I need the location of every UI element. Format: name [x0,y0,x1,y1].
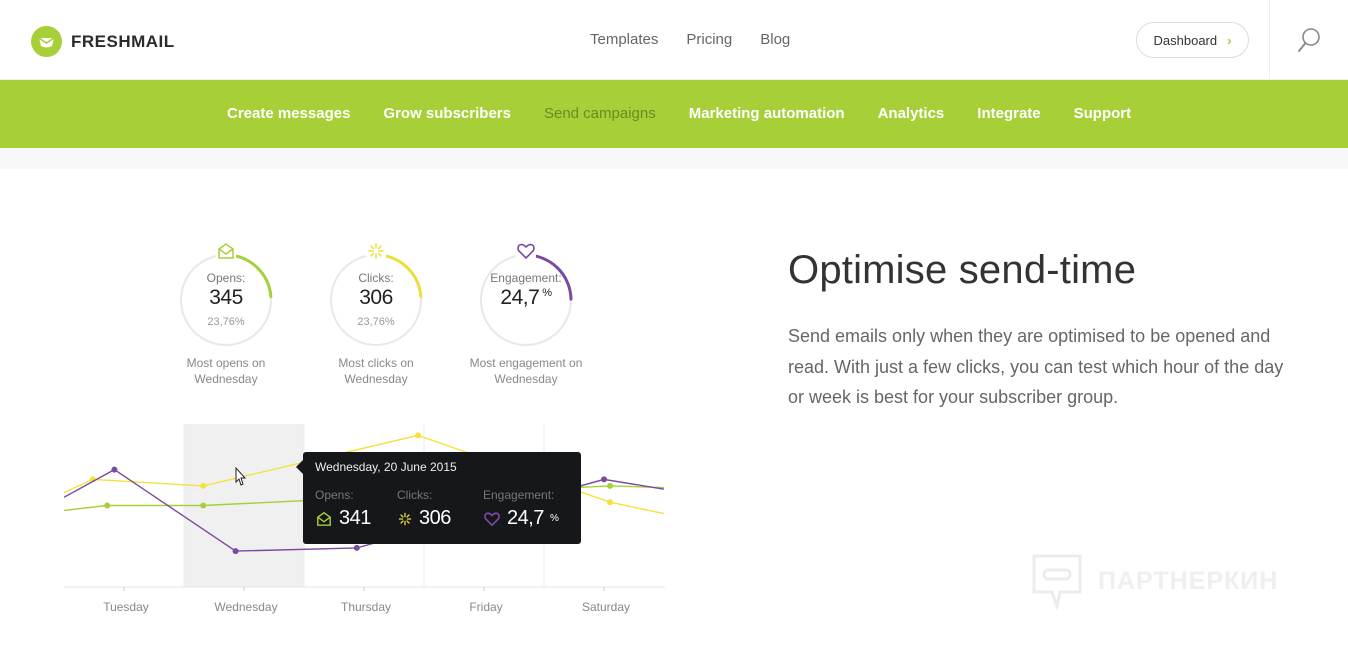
x-tick-label: Friday [469,600,502,614]
weekly-line-chart: Tuesday Wednesday Thursday Friday Saturday [64,424,665,614]
envelope-icon [317,511,331,526]
series-point [200,482,207,489]
nav-integrate[interactable]: Integrate [977,105,1041,122]
clicks-value: 306 [359,286,393,309]
opens-label: Opens: [206,271,246,285]
clicks-caption: Most clicks on Wednesday [306,355,446,387]
engagement-value: 24,7 [500,286,540,309]
metric-opens: Opens: 345 23,76% Most opens on Wednesda… [156,242,296,387]
watermark-text: ПАРТНЕРКИН [1098,566,1279,595]
nav-create-messages[interactable]: Create messages [227,105,351,122]
metric-engagement: Engagement: 24,7% Most engagement on Wed… [456,242,596,387]
series-point [353,544,360,551]
chat-bubble-icon [1032,554,1082,610]
tooltip-engagement-unit: % [549,513,559,524]
x-tick-label: Wednesday [214,600,277,614]
clicks-ring: Clicks: 306 23,76% [326,242,426,350]
watermark: ПАРТНЕРКИН [1030,552,1278,610]
clicks-pct: 23,76% [357,316,395,328]
engagement-caption-line1: Most engagement on [469,356,583,370]
top-header: FRESHMAIL Templates Pricing Blog Dashboa… [0,0,1348,80]
freshmail-logo-icon [31,26,62,57]
tooltip-opens-label: Opens: [315,488,354,502]
cursor-hand-icon [235,466,247,486]
nav-blog[interactable]: Blog [760,31,791,48]
series-point [200,502,207,509]
engagement-label: Engagement: [490,271,562,285]
sparkle-icon [398,512,412,525]
sub-nav-strip [0,148,1348,169]
main-nav: Create messages Grow subscribers Send ca… [227,105,1131,122]
opens-caption-line1: Most opens on [186,356,266,370]
heart-icon [484,511,500,526]
engagement-caption: Most engagement on Wednesday [456,355,596,387]
series-point [415,432,421,439]
engagement-unit: % [542,287,552,299]
clicks-label: Clicks: [358,271,394,285]
nav-pricing[interactable]: Pricing [686,31,733,48]
main-nav-bar: Create messages Grow subscribers Send ca… [0,80,1348,148]
clicks-caption-line1: Most clicks on [338,356,414,370]
logo[interactable]: FRESHMAIL [31,26,175,57]
opens-value: 345 [209,286,243,309]
tooltip-title: Wednesday, 20 June 2015 [315,460,457,474]
heart-icon [516,242,536,260]
chevron-right-icon: › [1227,32,1232,48]
x-tick-label: Saturday [582,600,630,614]
nav-analytics[interactable]: Analytics [877,105,945,122]
nav-templates[interactable]: Templates [590,31,659,48]
feature-body: Send emails only when they are optimised… [788,326,1284,407]
series-point [232,548,239,555]
envelope-icon [216,242,236,260]
metric-clicks: Clicks: 306 23,76% Most clicks on Wednes… [306,242,446,387]
clicks-caption-line2: Wednesday [344,372,408,386]
series-point [607,499,613,506]
series-line-2 [64,468,665,552]
tooltip-engagement-label: Engagement: [483,488,555,502]
nav-marketing-automation[interactable]: Marketing automation [688,105,845,122]
x-tick-label: Tuesday [103,600,149,614]
series-point [607,482,613,489]
x-tick-label: Thursday [341,600,391,614]
dashboard-label: Dashboard [1153,32,1218,48]
chart-tooltip: Wednesday, 20 June 2015 Opens: 341 Click… [296,452,581,544]
nav-grow-subscribers[interactable]: Grow subscribers [383,105,511,122]
top-nav: Templates Pricing Blog [590,31,790,48]
opens-caption: Most opens on Wednesday [156,355,296,387]
tooltip-clicks-label: Clicks: [397,488,433,502]
brand-name: FRESHMAIL [71,31,175,51]
opens-pct: 23,76% [207,316,245,328]
series-point [104,502,111,509]
feature-title: Optimise send-time [788,248,1137,292]
nav-send-campaigns[interactable]: Send campaigns [543,105,656,122]
search-icon [1298,28,1320,52]
dashboard-button[interactable]: Dashboard › [1136,22,1249,58]
tooltip-clicks-value: 306 [419,507,451,529]
search-button[interactable] [1269,0,1348,80]
opens-ring: Opens: 345 23,76% [176,242,276,350]
series-point [111,466,118,473]
tooltip-engagement-value: 24,7 [507,507,544,529]
tooltip-opens-value: 341 [339,507,371,529]
engagement-ring: Engagement: 24,7% [476,242,576,350]
sparkle-icon [366,242,386,260]
tooltip-opens: Opens: 341 [315,488,371,530]
nav-support[interactable]: Support [1073,105,1132,122]
series-point [601,476,607,483]
tooltip-clicks: Clicks: 306 [397,488,451,530]
tooltip-engagement: Engagement: 24,7% [483,488,559,530]
engagement-caption-line2: Wednesday [494,372,558,386]
engagement-value-wrap: 24,7% [476,286,576,310]
opens-caption-line2: Wednesday [194,372,258,386]
